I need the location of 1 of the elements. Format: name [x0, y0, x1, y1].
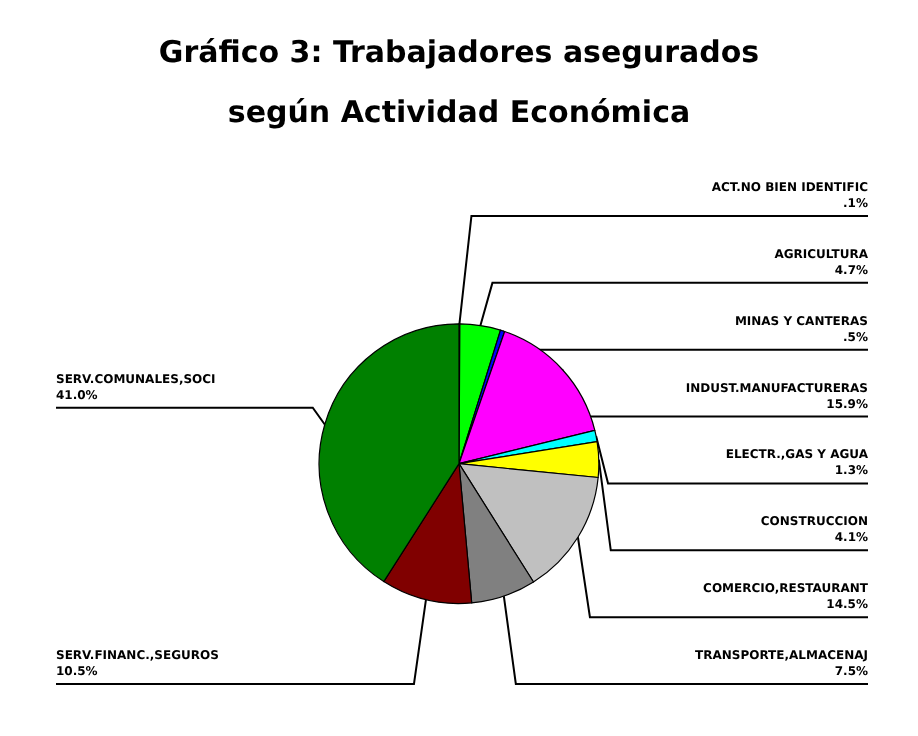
- chart-title: Gráfico 3: Trabajadores asegurados según Actividad Económica: [158, 34, 760, 130]
